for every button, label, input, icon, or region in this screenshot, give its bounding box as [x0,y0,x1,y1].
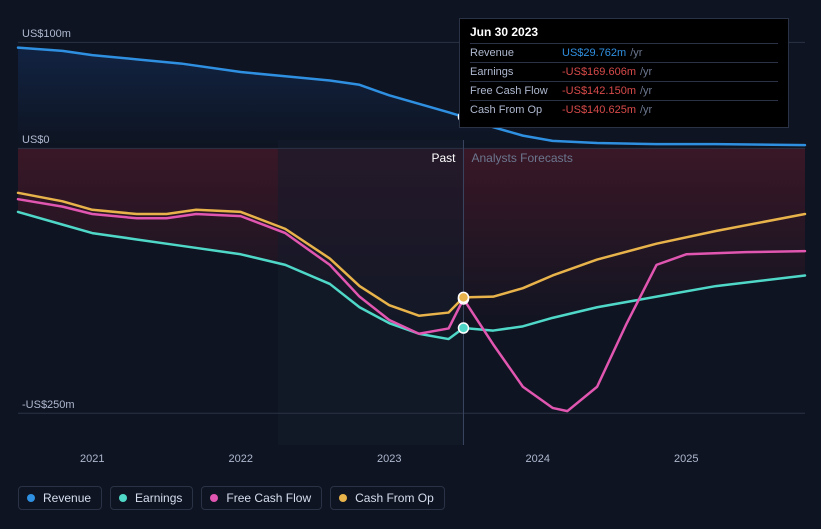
x-axis-label: 2021 [80,453,104,465]
tooltip-row-label: Free Cash Flow [470,85,562,97]
tooltip-row-label: Revenue [470,47,562,59]
tooltip-row-value: US$29.762m [562,47,626,59]
past-label: Past [431,151,455,165]
legend-dot-icon [119,494,127,502]
tooltip-date: Jun 30 2023 [470,25,778,43]
chart-legend: Revenue Earnings Free Cash Flow Cash From O… [18,486,445,510]
tooltip-row-value: -US$169.606m [562,66,636,78]
tooltip-row-label: Earnings [470,66,562,78]
legend-item-label: Cash From Op [355,491,434,505]
y-axis-label: US$0 [22,134,50,146]
x-axis-label: 2024 [525,453,549,465]
tooltip-row: Cash From Op-US$140.625m/yr [470,100,778,119]
legend-dot-icon [339,494,347,502]
tooltip-row-value: -US$140.625m [562,104,636,116]
tooltip-row-label: Cash From Op [470,104,562,116]
x-axis-label: 2025 [674,453,698,465]
chart-tooltip: Jun 30 2023 RevenueUS$29.762m/yrEarnings… [459,18,789,128]
forecast-label: Analysts Forecasts [471,151,572,165]
tooltip-row-unit: /yr [640,66,652,78]
legend-item-label: Free Cash Flow [226,491,311,505]
legend-item-fcf[interactable]: Free Cash Flow [201,486,322,510]
legend-item-earnings[interactable]: Earnings [110,486,193,510]
financials-chart: US$100m US$0 -US$250m 2021 2022 2023 202… [0,0,821,524]
tooltip-row: Earnings-US$169.606m/yr [470,62,778,81]
x-axis-label: 2022 [228,453,252,465]
legend-item-label: Earnings [135,491,182,505]
tooltip-row-unit: /yr [640,85,652,97]
legend-dot-icon [210,494,218,502]
tooltip-row: RevenueUS$29.762m/yr [470,43,778,62]
legend-item-cfo[interactable]: Cash From Op [330,486,445,510]
tooltip-row-unit: /yr [640,104,652,116]
legend-item-label: Revenue [43,491,91,505]
x-axis-label: 2023 [377,453,401,465]
y-axis-label: US$100m [22,28,71,40]
tooltip-row-value: -US$142.150m [562,85,636,97]
tooltip-row-unit: /yr [630,47,642,59]
y-axis-label: -US$250m [22,399,75,411]
legend-item-revenue[interactable]: Revenue [18,486,102,510]
tooltip-row: Free Cash Flow-US$142.150m/yr [470,81,778,100]
legend-dot-icon [27,494,35,502]
